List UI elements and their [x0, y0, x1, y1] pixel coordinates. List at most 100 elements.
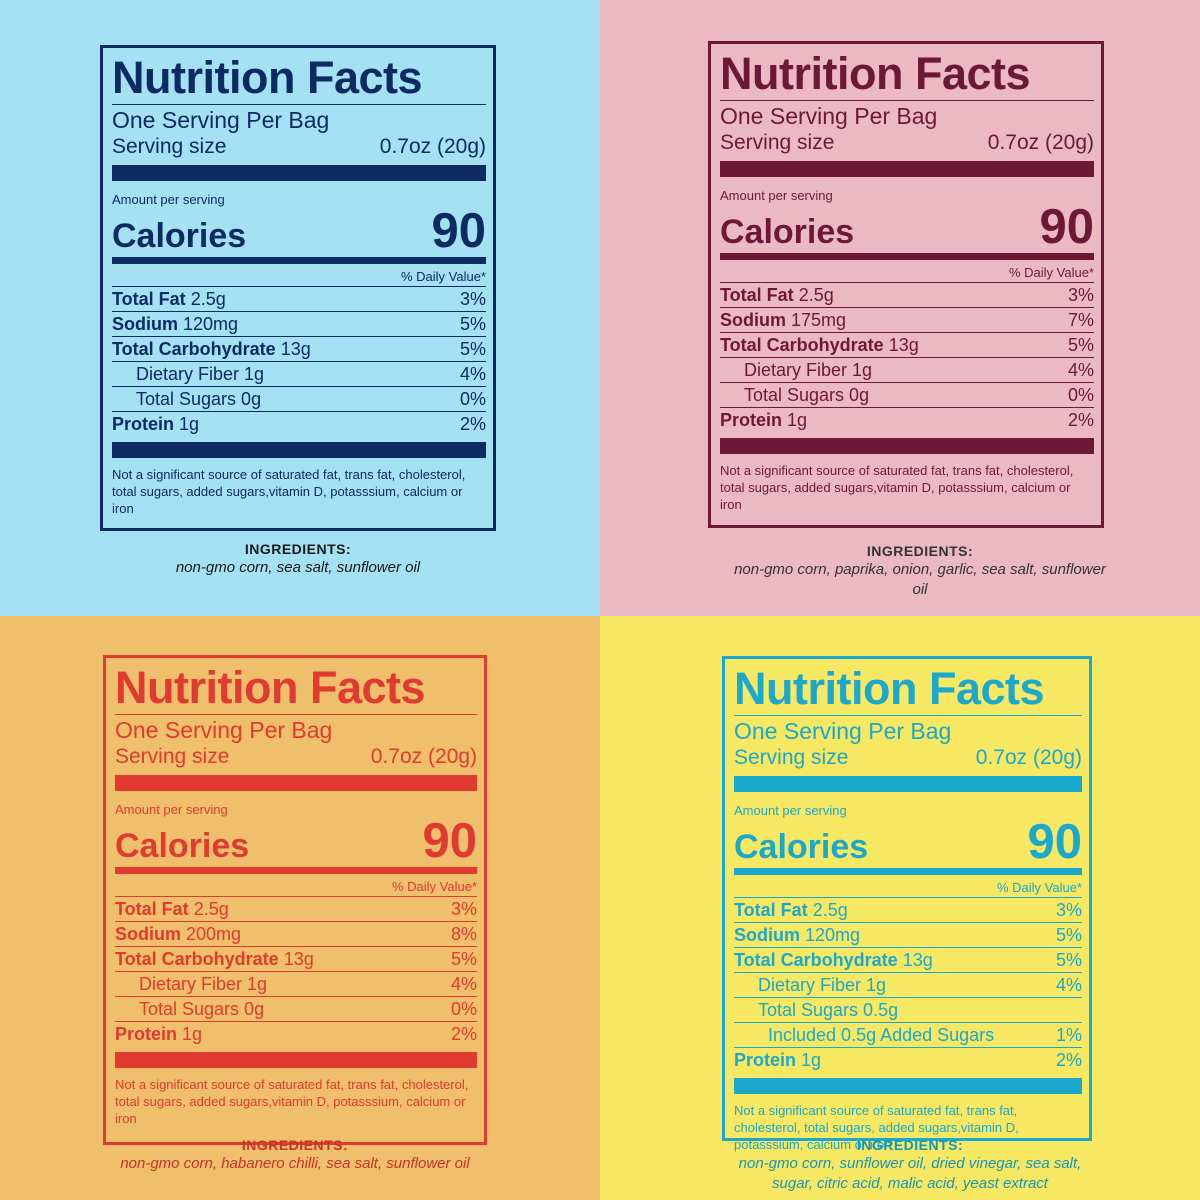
thick-divider: [734, 776, 1082, 792]
nutrient-dv: 4%: [1067, 360, 1094, 380]
nutrient-name: Total Fat: [115, 899, 189, 919]
ingredients-block: INGREDIENTS: non-gmo corn, paprika, onio…: [730, 542, 1110, 600]
thick-divider: [720, 438, 1094, 454]
calories-label: Calories: [734, 828, 869, 866]
nutrient-name: Total Sugars 0.5g: [758, 1000, 899, 1020]
thick-divider: [112, 165, 486, 181]
nutrient-name: Protein: [115, 1024, 178, 1044]
ingredients-label: INGREDIENTS:: [856, 1137, 964, 1153]
nutrition-facts-panel: Nutrition Facts One Serving Per Bag Serv…: [722, 656, 1092, 1152]
nutrient-dv: 4%: [459, 364, 486, 384]
thick-divider: [115, 1052, 477, 1068]
nutrient-amount: 13g: [280, 339, 311, 359]
nutrient-dv: 0%: [459, 389, 486, 409]
nutrient-row: Dietary Fiber 1g 4%: [112, 361, 486, 386]
divider: [720, 100, 1094, 101]
ingredients-label: INGREDIENTS:: [241, 1137, 349, 1153]
medium-divider: [115, 867, 477, 874]
nutrient-name: Total Sugars 0g: [139, 999, 265, 1019]
serving-size-row: Serving size 0.7oz (20g): [720, 130, 1094, 155]
nutrient-name: Total Fat: [734, 900, 808, 920]
nutrient-dv: 3%: [1067, 285, 1094, 305]
calories-label: Calories: [112, 217, 247, 255]
nutrient-dv: 4%: [450, 974, 477, 994]
nutrient-dv: 5%: [459, 314, 486, 334]
nutrient-name: Total Carbohydrate: [734, 950, 898, 970]
nutrient-dv: 3%: [1055, 900, 1082, 920]
nutrient-row: Total Fat 2.5g 3%: [112, 286, 486, 311]
nutrient-row: Total Sugars 0.5g: [734, 997, 1082, 1022]
nutrient-row: Protein 1g 2%: [734, 1047, 1082, 1072]
nutrient-name: Total Carbohydrate: [112, 339, 276, 359]
nutrient-amount: 1g: [801, 1050, 822, 1070]
amount-per-serving: Amount per serving: [734, 803, 847, 818]
medium-divider: [720, 253, 1094, 260]
nutrient-name: Dietary Fiber 1g: [744, 360, 873, 380]
nutrient-name: Total Carbohydrate: [115, 949, 279, 969]
nutrition-facts-panel: Nutrition Facts One Serving Per Bag Serv…: [100, 45, 496, 531]
serving-size-label: Serving size: [720, 131, 835, 154]
thick-divider: [720, 161, 1094, 177]
calories-value: 90: [1027, 815, 1082, 869]
nutrient-row: Total Sugars 0g 0%: [115, 996, 477, 1021]
ingredients-block: INGREDIENTS: non-gmo corn, habanero chil…: [80, 1136, 510, 1174]
nutrient-row: Total Carbohydrate 13g 5%: [115, 946, 477, 971]
nutrient-name: Protein: [734, 1050, 797, 1070]
servings-per-container: One Serving Per Bag: [112, 107, 330, 133]
quadrant-2: Nutrition Facts One Serving Per Bag Serv…: [0, 616, 600, 1200]
nutrient-row: Sodium 175mg 7%: [720, 307, 1094, 332]
nutrient-amount: 13g: [888, 335, 919, 355]
nutrient-row: Protein 1g 2%: [720, 407, 1094, 432]
footnote: Not a significant source of saturated fa…: [734, 1103, 1019, 1152]
nutrition-facts-title: Nutrition Facts: [720, 48, 1031, 99]
servings-per-container: One Serving Per Bag: [720, 103, 938, 129]
calories-label: Calories: [720, 213, 855, 251]
serving-size-label: Serving size: [734, 746, 849, 769]
medium-divider: [112, 257, 486, 264]
serving-size-label: Serving size: [112, 135, 227, 158]
nutrition-facts-title: Nutrition Facts: [115, 662, 426, 713]
footnote: Not a significant source of saturated fa…: [115, 1077, 469, 1126]
nutrient-row: Sodium 120mg 5%: [734, 922, 1082, 947]
quadrant-1: Nutrition Facts One Serving Per Bag Serv…: [600, 0, 1200, 616]
nutrient-name: Sodium: [720, 310, 786, 330]
ingredients-text: non-gmo corn, sunflower oil, dried vineg…: [738, 1155, 1082, 1192]
nutrient-amount: 1g: [182, 1024, 203, 1044]
serving-size-row: Serving size 0.7oz (20g): [115, 744, 477, 769]
nutrient-name: Sodium: [112, 314, 178, 334]
nutrition-facts-panel: Nutrition Facts One Serving Per Bag Serv…: [708, 41, 1104, 528]
nutrient-dv: 3%: [450, 899, 477, 919]
nutrient-name: Dietary Fiber 1g: [136, 364, 265, 384]
nutrient-dv: 1%: [1055, 1025, 1082, 1045]
nutrient-amount: 120mg: [805, 925, 861, 945]
calories-value: 90: [431, 204, 486, 258]
amount-per-serving: Amount per serving: [112, 192, 225, 207]
nutrient-name: Protein: [112, 414, 175, 434]
nutrient-amount: 2.5g: [193, 899, 229, 919]
nutrient-dv: 2%: [459, 414, 486, 434]
thick-divider: [115, 775, 477, 791]
nutrient-dv: 5%: [1055, 950, 1082, 970]
serving-size-value: 0.7oz (20g): [987, 131, 1094, 154]
serving-size-row: Serving size 0.7oz (20g): [734, 745, 1082, 770]
nutrient-row: Sodium 200mg 8%: [115, 921, 477, 946]
nutrient-row: Total Fat 2.5g 3%: [720, 282, 1094, 307]
nutrient-name: Total Carbohydrate: [720, 335, 884, 355]
nutrient-name: Protein: [720, 410, 783, 430]
calories-row: Calories 90: [734, 815, 1082, 869]
nutrient-name: Sodium: [734, 925, 800, 945]
nutrient-amount: 175mg: [791, 310, 847, 330]
calories-row: Calories 90: [720, 203, 1094, 252]
daily-value-header: % Daily Value*: [391, 879, 477, 894]
nutrient-dv: 2%: [450, 1024, 477, 1044]
nutrient-list: Total Fat 2.5g 3% Sodium 200mg 8% Total …: [115, 896, 477, 1046]
nutrient-dv: 3%: [459, 289, 486, 309]
ingredients-text: non-gmo corn, habanero chilli, sea salt,…: [120, 1155, 470, 1172]
nutrient-name: Dietary Fiber 1g: [758, 975, 887, 995]
calories-row: Calories 90: [112, 204, 486, 258]
ingredients-block: INGREDIENTS: non-gmo corn, sunflower oil…: [730, 1136, 1090, 1194]
calories-value: 90: [422, 814, 477, 868]
nutrient-row: Sodium 120mg 5%: [112, 311, 486, 336]
ingredients-block: INGREDIENTS: non-gmo corn, sea salt, sun…: [120, 540, 476, 578]
